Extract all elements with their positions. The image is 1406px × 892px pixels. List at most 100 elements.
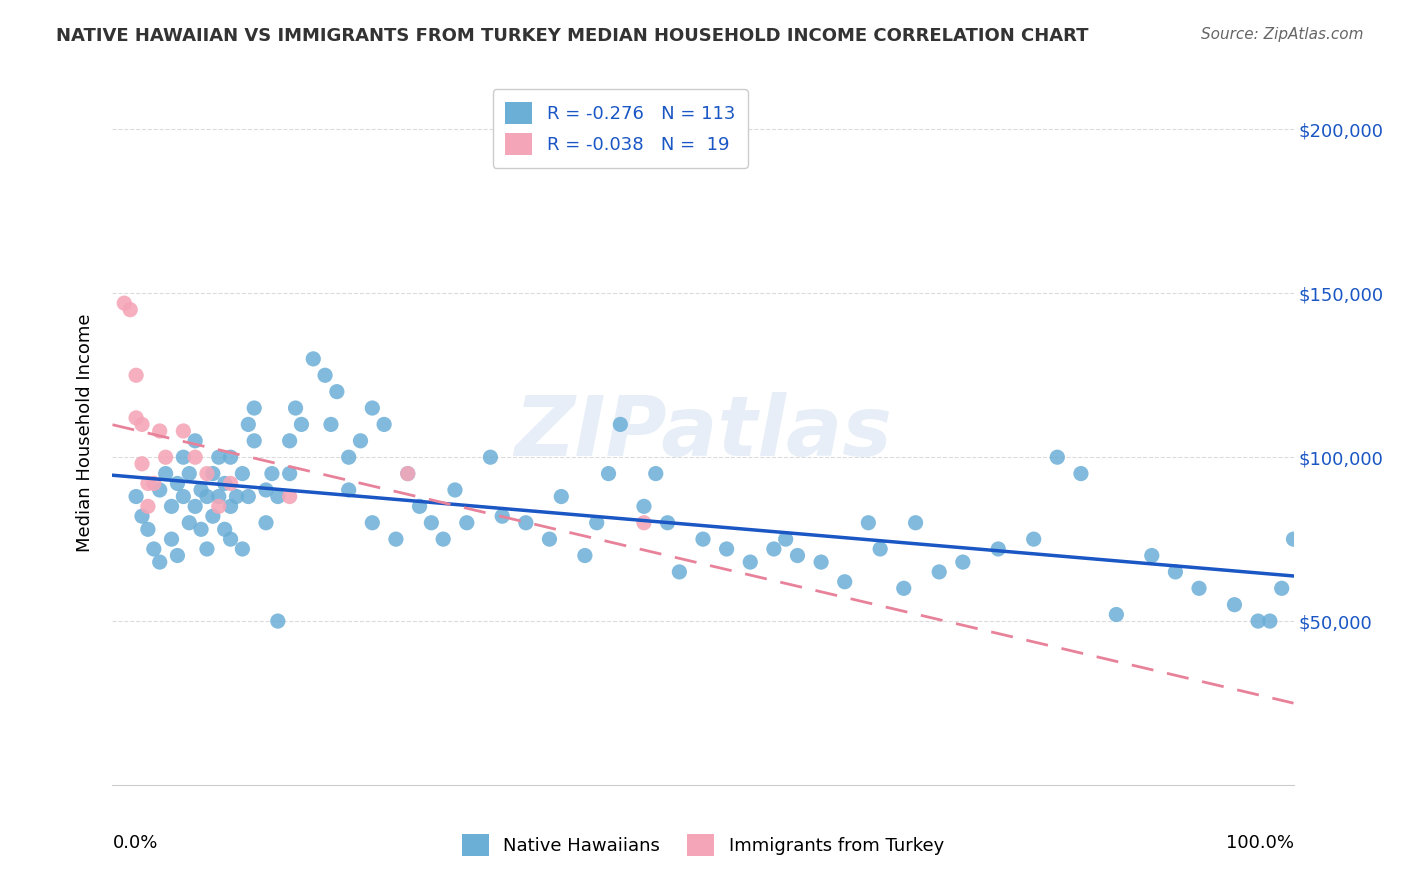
Point [869,541,891,556]
Point [195,467,218,481]
Point [219,450,242,465]
Point [396,467,419,481]
Point [219,476,242,491]
Point [326,384,349,399]
Text: ZIPatlas: ZIPatlas [515,392,891,473]
Point [834,574,856,589]
Point [260,467,283,481]
Point [444,483,467,497]
Point [952,555,974,569]
Point [160,500,183,514]
Point [585,516,607,530]
Point [149,424,172,438]
Point [515,516,537,530]
Point [987,541,1010,556]
Point [201,509,224,524]
Point [278,467,301,481]
Point [267,614,290,628]
Point [179,516,201,530]
Point [574,549,596,563]
Point [131,457,153,471]
Point [349,434,371,448]
Point [184,450,207,465]
Point [598,467,620,481]
Point [238,490,260,504]
Point [491,509,513,524]
Point [112,296,135,310]
Point [201,467,224,481]
Point [644,467,666,481]
Point [243,401,266,415]
Point [479,450,502,465]
Point [284,401,307,415]
Point [1022,532,1045,546]
Point [668,565,690,579]
Point [278,434,301,448]
Point [373,417,395,432]
Point [149,555,172,569]
Point [179,467,201,481]
Point [149,483,172,497]
Point [219,532,242,546]
Point [1070,467,1092,481]
Text: 100.0%: 100.0% [1226,834,1294,852]
Point [1188,582,1211,596]
Point [208,500,231,514]
Point [550,490,572,504]
Point [1105,607,1128,622]
Point [172,490,194,504]
Point [172,424,194,438]
Point [1258,614,1281,628]
Point [142,476,165,491]
Legend: Native Hawaiians, Immigrants from Turkey: Native Hawaiians, Immigrants from Turkey [453,825,953,865]
Point [633,500,655,514]
Point [195,541,218,556]
Point [538,532,561,546]
Point [361,401,384,415]
Point [420,516,443,530]
Point [456,516,478,530]
Point [172,450,194,465]
Point [231,467,253,481]
Point [385,532,408,546]
Point [160,532,183,546]
Point [893,582,915,596]
Point [740,555,762,569]
Point [786,549,808,563]
Legend: R = -0.276   N = 113, R = -0.038   N =  19: R = -0.276 N = 113, R = -0.038 N = 19 [492,89,748,168]
Point [131,417,153,432]
Point [692,532,714,546]
Point [1140,549,1163,563]
Point [225,490,247,504]
Point [657,516,679,530]
Point [155,450,177,465]
Point [166,549,188,563]
Text: 0.0%: 0.0% [112,834,157,852]
Point [1271,582,1294,596]
Point [238,417,260,432]
Point [125,410,148,425]
Point [432,532,454,546]
Point [219,500,242,514]
Point [1223,598,1246,612]
Point [337,483,360,497]
Point [208,490,231,504]
Point [904,516,927,530]
Point [858,516,880,530]
Y-axis label: Median Household Income: Median Household Income [76,313,94,552]
Point [716,541,738,556]
Point [184,500,207,514]
Point [214,476,236,491]
Point [184,434,207,448]
Point [633,516,655,530]
Point [195,490,218,504]
Point [290,417,312,432]
Point [278,490,301,504]
Point [190,522,212,536]
Point [396,467,419,481]
Point [609,417,631,432]
Text: NATIVE HAWAIIAN VS IMMIGRANTS FROM TURKEY MEDIAN HOUSEHOLD INCOME CORRELATION CH: NATIVE HAWAIIAN VS IMMIGRANTS FROM TURKE… [56,27,1088,45]
Point [337,450,360,465]
Point [125,368,148,383]
Point [131,509,153,524]
